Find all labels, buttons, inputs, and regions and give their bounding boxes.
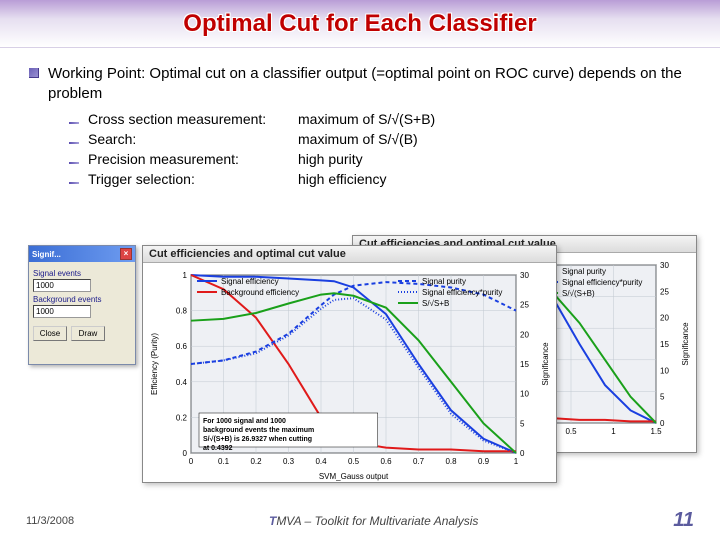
sub-bullet: Precision measurement: high purity <box>68 151 692 169</box>
square-bullet-icon <box>28 67 40 79</box>
svg-text:1.5: 1.5 <box>650 427 662 436</box>
svm-gauss-plot: Cut efficiencies and optimal cut value 0… <box>142 245 557 483</box>
svg-text:10: 10 <box>520 390 529 399</box>
content-area: Working Point: Optimal cut on a classifi… <box>0 48 720 189</box>
sub-bullet-label: Cross section measurement: <box>88 111 298 127</box>
signal-events-input[interactable] <box>33 279 91 292</box>
svg-text:0.2: 0.2 <box>250 457 262 466</box>
footer: 11/3/2008 TMVA – Toolkit for Multivariat… <box>0 509 720 532</box>
svg-text:For 1000 signal and 1000: For 1000 signal and 1000 <box>203 418 286 425</box>
sub-bullet-label: Search: <box>88 131 298 147</box>
svg-text:30: 30 <box>660 261 669 270</box>
svg-text:1: 1 <box>611 427 616 436</box>
svg-text:S/√(S+B): S/√(S+B) <box>562 289 595 298</box>
svg-text:0: 0 <box>520 449 525 458</box>
dash-bullet-icon <box>68 117 80 129</box>
svg-text:0.5: 0.5 <box>565 427 577 436</box>
sub-bullet-value: maximum of S/√(S+B) <box>298 111 435 127</box>
svg-text:Signal purity: Signal purity <box>562 267 606 276</box>
svg-text:0.4: 0.4 <box>176 378 188 387</box>
svg-text:25: 25 <box>520 301 529 310</box>
sub-bullet-list: Cross section measurement: maximum of S/… <box>68 111 692 189</box>
svg-text:Signal purity: Signal purity <box>422 277 466 286</box>
svg-text:Significance: Significance <box>681 322 690 366</box>
svg-text:Significance: Significance <box>541 342 550 386</box>
svg-text:at 0.4392: at 0.4392 <box>203 445 233 452</box>
dash-bullet-icon <box>68 177 80 189</box>
svg-text:0.6: 0.6 <box>176 342 188 351</box>
sub-bullet-value: maximum of S/√(B) <box>298 131 418 147</box>
footer-date: 11/3/2008 <box>26 515 74 527</box>
dialog-title: Signif... <box>32 250 61 259</box>
signal-events-label: Signal events <box>33 269 131 278</box>
svg-text:30: 30 <box>520 271 529 280</box>
sub-bullet-value: high efficiency <box>298 171 386 187</box>
plot-title: Cut efficiencies and optimal cut value <box>143 246 556 263</box>
svg-text:Signal efficiency*purity: Signal efficiency*purity <box>562 278 642 287</box>
main-bullet: Working Point: Optimal cut on a classifi… <box>28 64 692 103</box>
svg-text:10: 10 <box>660 366 669 375</box>
close-icon[interactable]: × <box>120 248 132 260</box>
sub-bullet-value: high purity <box>298 151 363 167</box>
draw-button[interactable]: Draw <box>71 326 105 341</box>
svg-text:Signal efficiency*purity: Signal efficiency*purity <box>422 288 502 297</box>
plot-stack: Cut efficiencies and optimal cut value 0… <box>142 245 710 485</box>
svg-text:Background efficiency: Background efficiency <box>221 288 299 297</box>
main-bullet-text: Working Point: Optimal cut on a classifi… <box>48 64 692 103</box>
sub-bullet-label: Trigger selection: <box>88 171 298 187</box>
svg-text:background events the maximum: background events the maximum <box>203 427 314 434</box>
svg-text:1: 1 <box>183 271 188 280</box>
svm-gauss-plot-svg: 00.20.40.60.8100.10.20.30.40.50.60.70.80… <box>143 263 556 483</box>
svg-text:25: 25 <box>660 287 669 296</box>
dash-bullet-icon <box>68 137 80 149</box>
svg-text:0.4: 0.4 <box>315 457 327 466</box>
svg-text:0.2: 0.2 <box>176 413 188 422</box>
svg-text:0.1: 0.1 <box>218 457 230 466</box>
background-events-input[interactable] <box>33 305 91 318</box>
svg-text:5: 5 <box>660 393 665 402</box>
svg-text:Efficiency (Purity): Efficiency (Purity) <box>150 333 159 395</box>
svg-text:0.8: 0.8 <box>445 457 457 466</box>
sub-bullet: Trigger selection: high efficiency <box>68 171 692 189</box>
svg-text:15: 15 <box>520 360 529 369</box>
svg-text:20: 20 <box>520 330 529 339</box>
svg-text:20: 20 <box>660 314 669 323</box>
svg-text:S/√S+B: S/√S+B <box>422 299 449 308</box>
svg-text:0: 0 <box>660 419 665 428</box>
svg-text:5: 5 <box>520 419 525 428</box>
svg-text:15: 15 <box>660 340 669 349</box>
page-number: 11 <box>673 509 694 532</box>
svg-text:0.7: 0.7 <box>413 457 425 466</box>
slide-title: Optimal Cut for Each Classifier <box>183 10 536 38</box>
dash-bullet-icon <box>68 157 80 169</box>
footer-caption: TMVA – Toolkit for Multivariate Analysis <box>269 514 478 528</box>
dialog-body: Signal events Background events Close Dr… <box>29 262 135 345</box>
svg-text:1: 1 <box>514 457 519 466</box>
sub-bullet-label: Precision measurement: <box>88 151 298 167</box>
background-events-label: Background events <box>33 295 131 304</box>
svg-text:0: 0 <box>183 449 188 458</box>
svg-text:0: 0 <box>189 457 194 466</box>
svg-text:SVM_Gauss output: SVM_Gauss output <box>319 472 389 481</box>
svg-text:0.8: 0.8 <box>176 307 188 316</box>
svg-text:0.6: 0.6 <box>380 457 392 466</box>
svg-text:0.5: 0.5 <box>348 457 360 466</box>
dialog-titlebar: Signif... × <box>29 246 135 262</box>
svg-text:0.9: 0.9 <box>478 457 490 466</box>
title-bar: Optimal Cut for Each Classifier <box>0 0 720 48</box>
svg-text:Signal efficiency: Signal efficiency <box>221 277 279 286</box>
sub-bullet: Cross section measurement: maximum of S/… <box>68 111 692 129</box>
svg-text:0.3: 0.3 <box>283 457 295 466</box>
sub-bullet: Search: maximum of S/√(B) <box>68 131 692 149</box>
figures-row: Signif... × Signal events Background eve… <box>28 245 710 490</box>
significance-dialog: Signif... × Signal events Background eve… <box>28 245 136 365</box>
close-button[interactable]: Close <box>33 326 67 341</box>
svg-text:S/√(S+B) is 26.9327 when cutti: S/√(S+B) is 26.9327 when cutting <box>203 435 312 443</box>
